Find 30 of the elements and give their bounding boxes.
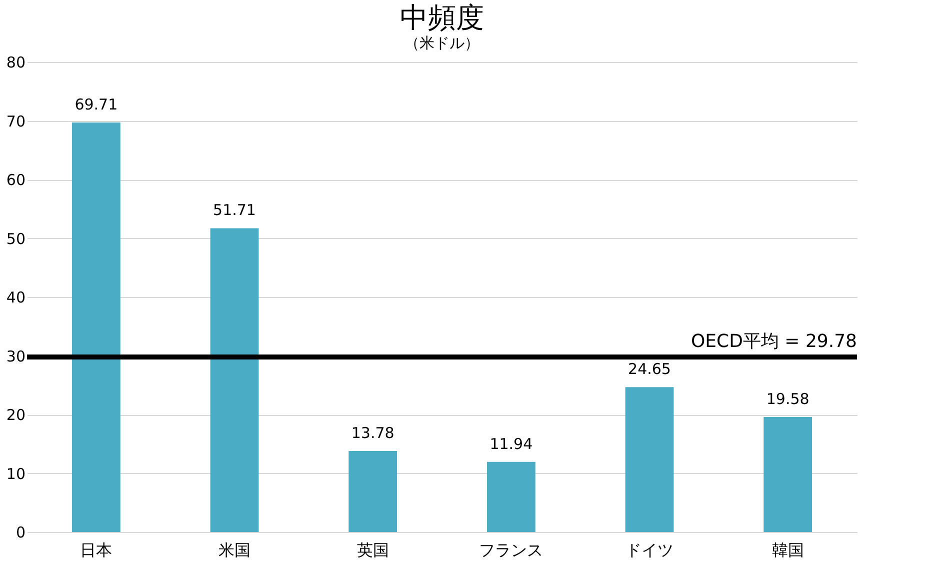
bar: [210, 228, 259, 532]
y-tick-label: 20: [6, 406, 26, 424]
data-label: 69.71: [74, 95, 118, 114]
y-tick-label: 80: [6, 54, 26, 72]
bar: [625, 387, 674, 532]
bar: [764, 416, 812, 532]
data-label: 51.71: [213, 201, 256, 220]
y-tick-label: 0: [16, 524, 26, 542]
x-tick-label: ドイツ: [626, 540, 674, 560]
x-tick-label: フランス: [479, 540, 544, 560]
y-tick-label: 60: [6, 171, 26, 189]
data-label: 19.58: [766, 390, 810, 408]
chart-title: 中頻度: [400, 1, 484, 34]
x-tick-label: 日本: [80, 540, 112, 560]
bar: [72, 122, 120, 532]
data-label: 11.94: [490, 434, 533, 453]
x-tick-label: 米国: [218, 540, 250, 560]
bar: [486, 462, 536, 532]
y-tick-label: 70: [6, 112, 26, 130]
bar: [348, 451, 398, 532]
ref-line-label: OECD平均 = 29.78: [690, 331, 857, 352]
y-tick-label: 30: [6, 347, 26, 366]
data-label: 24.65: [628, 360, 671, 378]
x-tick-label: 英国: [356, 540, 389, 560]
y-tick-label: 10: [6, 464, 26, 483]
y-axis-title: （米ドル）: [404, 34, 480, 52]
x-tick-label: 韓国: [772, 540, 804, 560]
data-label: 13.78: [351, 424, 394, 442]
y-tick-label: 40: [6, 288, 26, 306]
y-tick-label: 50: [6, 230, 26, 248]
